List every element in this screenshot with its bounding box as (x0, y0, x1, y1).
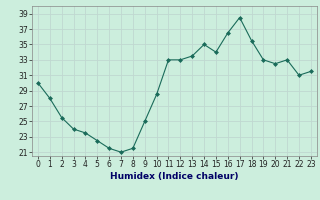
X-axis label: Humidex (Indice chaleur): Humidex (Indice chaleur) (110, 172, 239, 181)
